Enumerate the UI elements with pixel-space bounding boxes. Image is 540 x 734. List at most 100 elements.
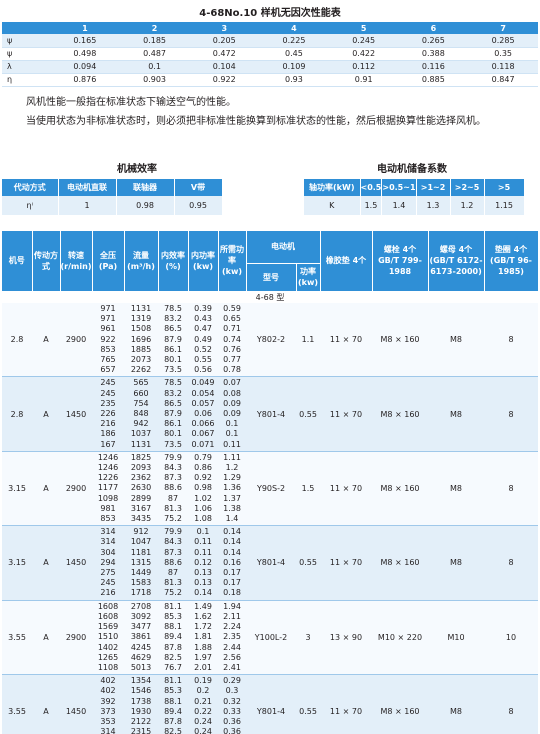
point-value: 0.066 xyxy=(191,419,215,429)
point-value: 0.79 xyxy=(194,452,212,462)
point-value: 1510 xyxy=(97,632,119,642)
perf-value: 0.205 xyxy=(189,34,260,48)
fan-no: 3.55 xyxy=(2,600,32,676)
fan-no: 3.15 xyxy=(2,451,32,527)
point-value: 245 xyxy=(100,388,116,398)
point-value: 0.16 xyxy=(223,557,241,567)
perf-value: 0.885 xyxy=(398,73,469,87)
mech-eff-symbol: ηⁱ xyxy=(2,196,59,215)
point-value: 0.3 xyxy=(225,686,239,696)
point-value: 78.5 xyxy=(164,378,182,388)
point-value: 971 xyxy=(100,314,116,324)
h-pressure: 全压 (Pa) xyxy=(92,231,125,292)
motor-reserve-v4: 1.2 xyxy=(450,196,485,215)
perf-row: ψ 0.165 0.185 0.205 0.225 0.245 0.265 0.285 xyxy=(2,34,538,48)
motor-reserve-table: 轴功率(kW) <0.5 >0.5~1 >1~2 >2~5 >5 K 1.5 1… xyxy=(304,179,525,215)
internal-power-col: 0.190.20.210.220.240.240.25 xyxy=(188,674,218,734)
point-value: 0.13 xyxy=(194,568,212,578)
point-value: 1177 xyxy=(97,483,119,493)
motor-power: 0.55 xyxy=(296,376,320,452)
perf-value: 0.487 xyxy=(119,47,190,61)
perf-symbol: ψ xyxy=(2,34,50,48)
point-value: 87.8 xyxy=(164,642,182,652)
mech-eff-direct-value: 1 xyxy=(58,196,117,215)
motor-model: Y90S-2 xyxy=(246,451,296,527)
perf-value: 0.225 xyxy=(259,34,329,48)
perf-row: λ 0.094 0.1 0.104 0.109 0.112 0.116 0.118 xyxy=(2,60,538,74)
point-value: 0.09 xyxy=(223,409,241,419)
point-value: 216 xyxy=(100,419,116,429)
point-value: 75.2 xyxy=(164,588,182,598)
speed: 1450 xyxy=(60,674,92,734)
point-value: 392 xyxy=(100,696,116,706)
point-value: 81.3 xyxy=(164,578,182,588)
type-label: 4-68 型 xyxy=(2,291,538,303)
bolt: M8 × 160 xyxy=(372,525,428,601)
flow-col: 1825 2093 2362 2630 2899 3167 3435 xyxy=(124,451,158,527)
point-value: 0.86 xyxy=(194,463,212,473)
point-value: 5013 xyxy=(130,662,152,672)
perf-header-5: 5 xyxy=(328,22,399,34)
drive-mode: A xyxy=(32,525,60,601)
required-power-col: 0.59 0.65 0.71 0.74 0.76 0.77 0.78 xyxy=(218,303,246,378)
point-value: 84.3 xyxy=(164,463,182,473)
mech-eff-h-coupling: 联轴器 xyxy=(116,179,175,196)
point-value: 216 xyxy=(100,588,116,598)
h-fan-no: 机号 xyxy=(2,231,33,292)
perf-symbol: ψ xyxy=(2,47,50,61)
point-value: 84.3 xyxy=(164,537,182,547)
pressure-col: 1608 1608 1569 1510 1402 1265 1108 xyxy=(92,600,124,676)
point-value: 4629 xyxy=(130,652,152,662)
fan-no: 2.8 xyxy=(2,376,32,452)
motor-power: 3 xyxy=(296,600,320,676)
point-value: 83.2 xyxy=(164,388,182,398)
flow-col: 2708 3092 3477 3861 4245 4629 5013 xyxy=(124,600,158,676)
motor-power: 1.5 xyxy=(296,451,320,527)
point-value: 80.1 xyxy=(164,429,182,439)
nut: M8 xyxy=(428,525,484,601)
point-value: 2.44 xyxy=(223,642,241,652)
drive-mode: A xyxy=(32,451,60,527)
motor-reserve-header: 轴功率(kW) <0.5 >0.5~1 >1~2 >2~5 >5 xyxy=(304,179,525,196)
h-drive: 传动方式 xyxy=(32,231,61,292)
perf-value: 0.91 xyxy=(328,73,399,87)
h-rubber-pad: 橡胶垫 4个 xyxy=(320,231,373,292)
pressure-col: 1246 1246 1226 1177 1098 981 853 xyxy=(92,451,124,527)
point-value: 3861 xyxy=(130,632,152,642)
point-value: 1449 xyxy=(130,568,152,578)
point-value: 0.55 xyxy=(194,355,212,365)
point-value: 0.14 xyxy=(223,537,241,547)
point-value: 0.77 xyxy=(223,355,241,365)
perf-header-6: 6 xyxy=(398,22,469,34)
point-value: 83.2 xyxy=(164,314,182,324)
point-value: 0.07 xyxy=(223,378,241,388)
point-value: 0.24 xyxy=(194,727,212,734)
point-value: 82.5 xyxy=(164,727,182,734)
point-value: 1246 xyxy=(97,452,119,462)
internal-power-col: 0.1 0.11 0.11 0.12 0.13 0.13 0.14 xyxy=(188,525,218,601)
bolt: M8 × 160 xyxy=(372,376,428,452)
motor-power: 0.55 xyxy=(296,525,320,601)
perf-value: 0.112 xyxy=(328,60,399,74)
flow-col: 565 660 754 848 942 1037 1131 xyxy=(124,376,158,452)
nut: M8 xyxy=(428,303,484,378)
point-value: 0.2 xyxy=(196,686,210,696)
point-value: 0.08 xyxy=(223,388,241,398)
point-value: 87.9 xyxy=(164,409,182,419)
point-value: 88.1 xyxy=(164,696,182,706)
motor-model: Y801-4 xyxy=(246,674,296,734)
perf-header-1: 1 xyxy=(50,22,120,34)
perf-header-4: 4 xyxy=(259,22,329,34)
perf-value: 0.498 xyxy=(50,47,120,61)
point-value: 961 xyxy=(100,324,116,334)
point-value: 245 xyxy=(100,378,116,388)
point-value: 86.1 xyxy=(164,344,182,354)
point-value: 353 xyxy=(100,716,116,726)
point-value: 2262 xyxy=(130,365,152,375)
point-value: 87.3 xyxy=(164,473,182,483)
perf-value: 0.094 xyxy=(50,60,120,74)
point-value: 0.21 xyxy=(194,696,212,706)
point-value: 0.56 xyxy=(194,365,212,375)
